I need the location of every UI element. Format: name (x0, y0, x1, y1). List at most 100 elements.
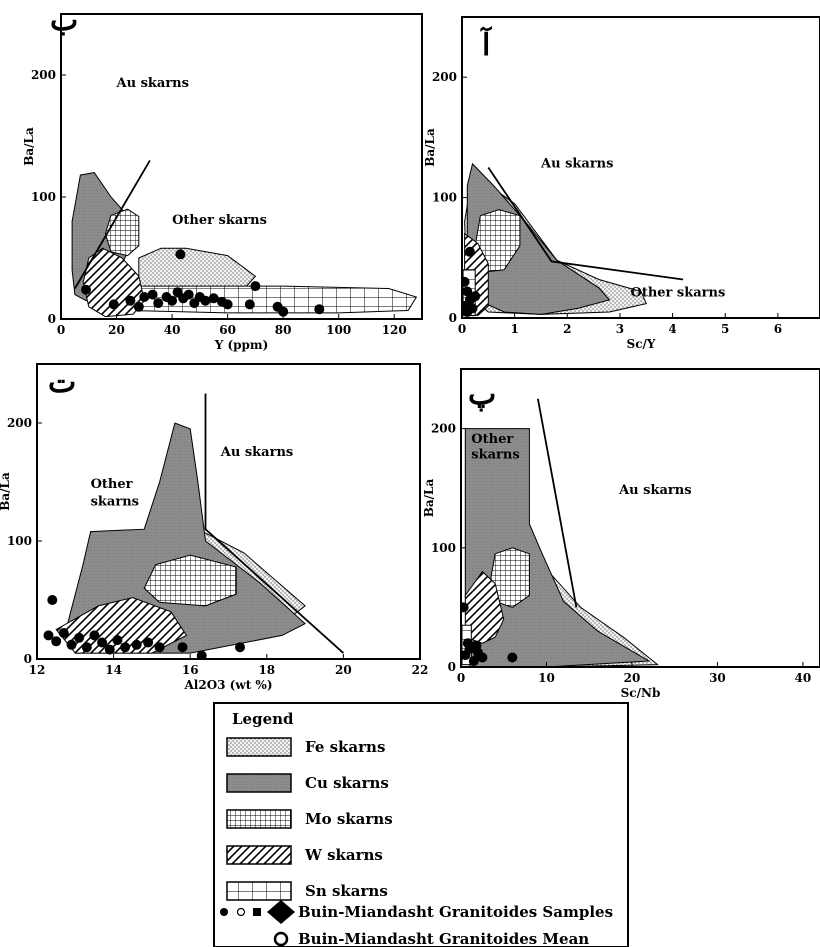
sample-point (462, 276, 470, 287)
sample-point (120, 642, 131, 653)
legend-mean-label: Buin-Miandasht Granitoides Mean (298, 930, 589, 947)
sample-point (89, 630, 100, 641)
y-axis-label: Ba/La (22, 127, 36, 166)
discrimination-boundary-line (74, 159, 151, 289)
y-tick-label: 100 (7, 534, 32, 548)
y-tick-label: 100 (432, 191, 457, 205)
y-tick-label: 0 (449, 311, 457, 325)
zone-label: Other (471, 432, 513, 447)
plot-area: Au skarns Other skarns (43, 393, 345, 659)
sample-point (112, 635, 123, 646)
legend-item-fe-skarns: Fe skarns (226, 737, 385, 757)
panel-y-ppm: Au skarns Other skarns 0 20 40 60 80 100 120 0 100… (22, 3, 423, 352)
sample-point (208, 293, 219, 304)
y-tick-label: 200 (432, 70, 457, 84)
sample-point (278, 306, 289, 317)
x-tick-label: 10 (538, 671, 555, 685)
x-tick-label: 0 (57, 323, 65, 337)
zone-label: Au skarns (540, 157, 613, 172)
y-tick-label: 100 (31, 190, 56, 204)
x-tick-label: 22 (412, 663, 429, 677)
panel-al2o3: Au skarns Other skarns 12 14 16 18 20 22 0 100 200 A… (0, 363, 429, 692)
x-tick-label: 30 (709, 671, 726, 685)
zone-label: Au skarns (220, 445, 293, 460)
zone-label: Other skarns (172, 213, 267, 228)
sample-point (51, 636, 62, 647)
x-tick-label: 12 (29, 663, 46, 677)
legend-item-sn-skarns: Sn skarns (226, 881, 388, 901)
panel-letter: آ (480, 25, 492, 63)
legend-samples-label: Buin-Miandasht Granitoides Samples (298, 903, 613, 921)
plot-frame (461, 16, 820, 319)
y-axis-label: Ba/La (423, 128, 437, 167)
x-axis-label: Al2O3 (wt %) (183, 678, 272, 692)
mo-skarns-field (143, 554, 237, 607)
sample-point (468, 656, 479, 666)
x-tick-label: 1 (510, 322, 518, 336)
sample-point (143, 637, 154, 648)
legend-item-label: Fe skarns (305, 738, 385, 756)
legend: Legend Fe skarns Cu skarns Mo skarns W skar… (213, 702, 629, 947)
zone-label: Other (91, 477, 133, 492)
plot-area: Au skarns Other skarns (462, 157, 725, 317)
y-tick-label: 200 (431, 422, 456, 436)
x-axis-label: Sc/Nb (621, 686, 661, 700)
x-tick-label: 100 (326, 323, 351, 337)
x-tick-label: 120 (382, 323, 407, 337)
filled-circle-marker-icon (220, 908, 228, 916)
x-tick-label: 40 (164, 323, 181, 337)
sample-point (461, 602, 469, 613)
sample-point (139, 292, 150, 302)
plot-area: Au skarns Other skarns (71, 76, 418, 318)
x-tick-label: 20 (335, 663, 352, 677)
sample-point (462, 307, 473, 317)
y-axis-label: Ba/La (422, 479, 436, 518)
x-tick-label: 40 (795, 671, 812, 685)
sample-point (507, 652, 518, 663)
panel-letter: پ (468, 377, 496, 413)
panel-letter: ت (48, 365, 76, 400)
plot-frame (36, 363, 421, 660)
y-axis-label: Ba/La (0, 472, 12, 511)
legend-item-cu-skarns: Cu skarns (226, 773, 389, 793)
filled-diamond-marker-icon (267, 900, 295, 924)
x-tick-label: 0 (458, 322, 466, 336)
sample-point (125, 295, 136, 306)
x-tick-label: 16 (182, 663, 199, 677)
x-tick-label: 2 (563, 322, 571, 336)
legend-item-label: W skarns (304, 846, 383, 864)
zone-label: skarns (91, 495, 139, 510)
discrimination-boundary-line (537, 398, 578, 608)
sample-point (177, 642, 188, 653)
coarse-grid-swatch-icon (226, 881, 292, 901)
x-tick-label: 60 (219, 323, 236, 337)
sample-point (477, 652, 488, 663)
y-tick-label: 200 (7, 416, 32, 430)
legend-mean-row: Buin-Miandasht Granitoides Mean (273, 930, 589, 947)
sample-point (462, 638, 473, 649)
sample-point (175, 249, 186, 260)
sample-point (47, 595, 58, 605)
sample-point (153, 298, 164, 309)
sample-point (104, 644, 115, 655)
sample-point (97, 637, 108, 648)
zone-label: Au skarns (116, 76, 189, 91)
x-axis-label: Sc/Y (627, 337, 656, 351)
y-tick-label: 0 (48, 312, 56, 326)
sample-point (471, 640, 482, 651)
sample-point (244, 299, 255, 310)
x-tick-label: 6 (774, 322, 782, 336)
y-tick-label: 0 (24, 652, 32, 666)
legend-item-label: Mo skarns (305, 810, 393, 828)
legend-item-label: Cu skarns (305, 774, 389, 792)
zone-label: skarns (471, 447, 519, 462)
x-tick-label: 18 (258, 663, 275, 677)
panel-sc-y: Au skarns Other skarns 0 1 2 3 4 5 6 0 100 200 Sc/Y B… (423, 16, 820, 351)
sample-point (462, 286, 473, 297)
sample-point (314, 304, 325, 315)
dots-swatch-icon (226, 737, 292, 757)
legend-item-w-skarns: W skarns (226, 845, 383, 865)
sample-point (81, 284, 91, 295)
